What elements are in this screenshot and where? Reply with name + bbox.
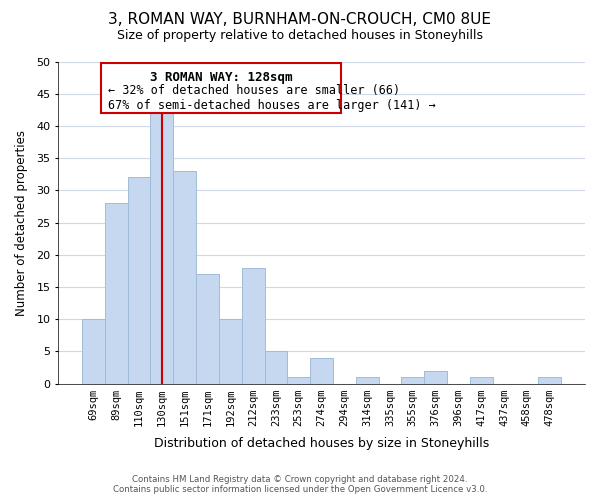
Bar — [173, 171, 196, 384]
Bar — [310, 358, 333, 384]
Bar — [82, 319, 105, 384]
Text: Size of property relative to detached houses in Stoneyhills: Size of property relative to detached ho… — [117, 29, 483, 42]
Text: ← 32% of detached houses are smaller (66): ← 32% of detached houses are smaller (66… — [108, 84, 400, 97]
Bar — [265, 352, 287, 384]
Bar — [287, 377, 310, 384]
Bar — [105, 203, 128, 384]
Text: 3 ROMAN WAY: 128sqm: 3 ROMAN WAY: 128sqm — [150, 70, 292, 84]
Bar — [219, 319, 242, 384]
Text: 3, ROMAN WAY, BURNHAM-ON-CROUCH, CM0 8UE: 3, ROMAN WAY, BURNHAM-ON-CROUCH, CM0 8UE — [109, 12, 491, 28]
Bar — [196, 274, 219, 384]
Bar — [151, 113, 173, 384]
FancyBboxPatch shape — [101, 63, 341, 113]
X-axis label: Distribution of detached houses by size in Stoneyhills: Distribution of detached houses by size … — [154, 437, 489, 450]
Text: Contains HM Land Registry data © Crown copyright and database right 2024.
Contai: Contains HM Land Registry data © Crown c… — [113, 474, 487, 494]
Bar — [470, 377, 493, 384]
Text: 67% of semi-detached houses are larger (141) →: 67% of semi-detached houses are larger (… — [108, 99, 436, 112]
Bar — [424, 370, 447, 384]
Bar — [401, 377, 424, 384]
Bar — [242, 268, 265, 384]
Bar — [538, 377, 561, 384]
Bar — [356, 377, 379, 384]
Bar — [128, 178, 151, 384]
Y-axis label: Number of detached properties: Number of detached properties — [15, 130, 28, 316]
